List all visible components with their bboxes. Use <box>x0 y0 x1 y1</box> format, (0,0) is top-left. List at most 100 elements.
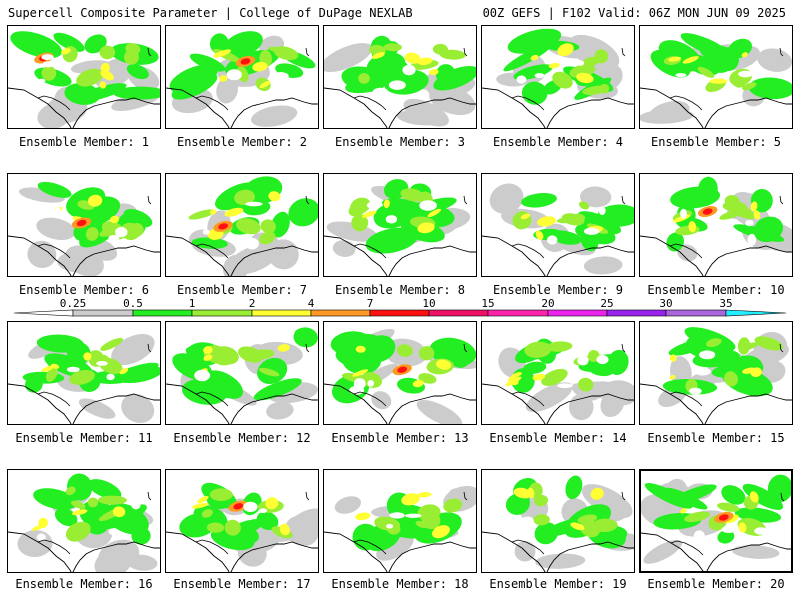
coastline <box>8 87 160 128</box>
scp-contour <box>272 72 289 81</box>
scp-contour <box>689 387 702 395</box>
scp-contour <box>76 68 104 87</box>
ensemble-member-map[interactable] <box>165 25 319 129</box>
scp-contour <box>416 400 463 424</box>
scp-contour <box>41 65 57 81</box>
member-caption: Ensemble Member: 6 <box>18 283 150 297</box>
scp-contour <box>428 69 439 76</box>
scp-contour <box>194 369 211 382</box>
legend-swatch <box>369 309 430 317</box>
scp-contour <box>417 504 441 521</box>
scp-contour <box>371 52 385 59</box>
border-line <box>353 539 387 555</box>
scp-contour <box>557 383 573 389</box>
scp-map <box>324 485 476 572</box>
scp-contour <box>99 226 119 237</box>
scp-contour <box>108 528 118 535</box>
scp-contour <box>505 493 530 515</box>
scp-contour <box>65 521 91 542</box>
scp-map <box>8 333 160 424</box>
border-line <box>669 243 703 259</box>
scp-contour <box>279 523 290 536</box>
legend-tick-label: 2 <box>248 297 256 310</box>
scp-contour <box>607 349 629 375</box>
scp-contour <box>97 495 127 505</box>
scp-contour <box>578 377 594 392</box>
ensemble-member-map[interactable] <box>323 173 477 277</box>
scp-contour <box>717 502 740 512</box>
scp-contour <box>432 525 450 539</box>
ensemble-member-map[interactable] <box>7 25 161 129</box>
scp-contour <box>243 501 258 513</box>
scp-contour <box>349 385 365 395</box>
scp-contour <box>757 48 792 72</box>
ensemble-member-map[interactable] <box>639 469 793 573</box>
lake-outline <box>780 492 785 502</box>
legend-tick-label: 7 <box>366 297 374 310</box>
scp-contour <box>45 205 61 216</box>
scp-contour <box>688 221 697 233</box>
scp-contour <box>352 369 369 377</box>
scp-contour <box>266 401 294 420</box>
scp-contour <box>388 80 406 90</box>
ensemble-member-map[interactable] <box>323 25 477 129</box>
scp-contour <box>590 487 604 500</box>
scp-contour <box>83 352 92 361</box>
scp-contour <box>400 188 424 202</box>
ensemble-member-map[interactable] <box>481 25 635 129</box>
scp-contour <box>241 86 252 94</box>
scp-contour <box>557 43 574 57</box>
scp-contour <box>99 45 116 60</box>
scp-map <box>166 482 318 572</box>
scp-contour <box>548 62 560 69</box>
ensemble-member-map[interactable] <box>481 321 635 425</box>
scp-contour <box>583 256 623 275</box>
ensemble-member-map[interactable] <box>639 173 793 277</box>
scp-contour <box>100 337 124 351</box>
ensemble-member-map[interactable] <box>165 321 319 425</box>
scp-contour <box>36 533 46 542</box>
color-scale-legend <box>13 309 787 317</box>
scp-contour <box>252 61 268 72</box>
scp-contour <box>124 49 140 65</box>
scp-contour <box>87 194 103 207</box>
ensemble-member-map[interactable] <box>7 321 161 425</box>
scp-contour <box>209 209 217 215</box>
scp-contour <box>363 335 396 363</box>
ensemble-member-map[interactable] <box>7 469 161 573</box>
ensemble-member-map[interactable] <box>639 25 793 129</box>
ensemble-member-map[interactable] <box>639 321 793 425</box>
scp-contour <box>234 189 255 206</box>
member-caption: Ensemble Member: 1 <box>18 135 150 149</box>
scp-contour <box>131 499 141 510</box>
border-line <box>195 539 229 555</box>
scp-contour <box>709 78 728 84</box>
member-caption: Ensemble Member: 12 <box>173 431 311 445</box>
scp-contour <box>126 64 149 80</box>
ensemble-member-map[interactable] <box>323 321 477 425</box>
scp-contour <box>64 245 104 276</box>
scp-contour <box>525 382 573 412</box>
scp-contour <box>219 75 228 82</box>
ensemble-member-map[interactable] <box>323 469 477 573</box>
ensemble-member-map[interactable] <box>165 173 319 277</box>
coastline <box>166 383 318 424</box>
scp-contour <box>67 473 93 501</box>
scp-contour <box>404 513 422 518</box>
border-line <box>353 95 387 111</box>
ensemble-member-map[interactable] <box>481 469 635 573</box>
border-line <box>511 539 545 555</box>
scp-contour <box>721 526 736 534</box>
scp-contour <box>366 202 377 209</box>
scp-contour <box>669 354 677 362</box>
scp-contour <box>224 207 244 217</box>
coastline <box>641 532 791 571</box>
scp-contour <box>602 380 634 406</box>
scp-contour <box>578 201 590 210</box>
ensemble-member-map[interactable] <box>165 469 319 573</box>
ensemble-member-map[interactable] <box>481 173 635 277</box>
scp-contour <box>750 201 758 212</box>
scp-contour <box>351 214 369 232</box>
border-line <box>195 243 229 259</box>
ensemble-member-map[interactable] <box>7 173 161 277</box>
